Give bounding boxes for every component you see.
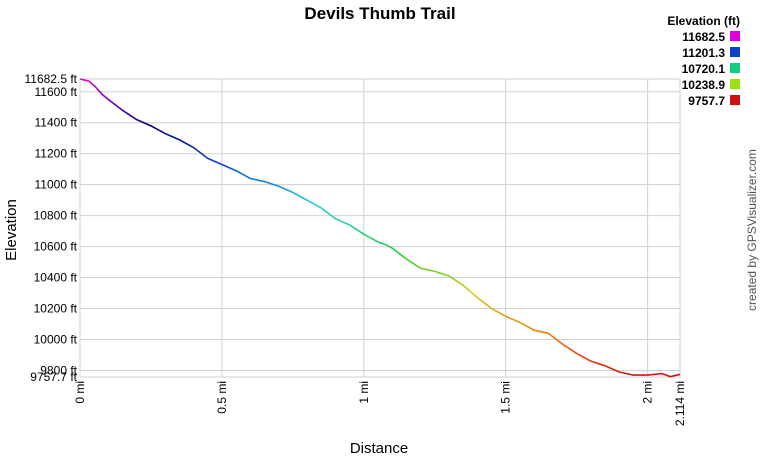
legend-swatch [730, 31, 740, 41]
x-tick-label: 2.114 mi [673, 381, 687, 426]
legend-value: 11201.3 [682, 46, 725, 60]
legend-value: 10720.1 [682, 62, 726, 76]
credit: created by GPSVisualizer.com [745, 149, 759, 311]
y-tick-label: 9800 ft [40, 363, 77, 377]
x-tick-label: 0 mi [73, 381, 87, 404]
y-axis-label: Elevation [3, 199, 20, 261]
legend-value: 10238.9 [682, 78, 726, 92]
legend-value: 11682.5 [682, 30, 725, 44]
legend-value: 9757.7 [688, 94, 725, 108]
legend-swatch [730, 63, 740, 73]
legend-swatch [730, 79, 740, 89]
legend-swatch [730, 95, 740, 105]
plot-frame [79, 78, 681, 378]
legend-swatch [730, 47, 740, 57]
y-tick-label: 11400 ft [35, 116, 78, 130]
x-tick-label: 0.5 mi [215, 381, 229, 414]
y-tick-label: 10600 ft [34, 240, 78, 254]
y-tick-label: 11682.5 ft [25, 72, 78, 86]
y-tick-label: 10200 ft [34, 302, 78, 316]
y-tick-label: 10000 ft [34, 332, 78, 346]
x-tick-label: 1.5 mi [499, 381, 513, 414]
y-tick-label: 9757.7 ft [30, 370, 77, 384]
y-tick-label: 10800 ft [34, 209, 78, 223]
y-tick-label: 11200 ft [35, 147, 78, 161]
y-tick-label: 11000 ft [35, 178, 78, 192]
y-tick-label: 10400 ft [34, 271, 78, 285]
x-tick-label: 2 mi [641, 381, 655, 404]
y-tick-label: 11600 ft [35, 85, 78, 99]
elevation-line [79, 78, 681, 378]
x-axis-label: Distance [350, 440, 408, 457]
legend-title: Elevation (ft) [667, 14, 740, 28]
x-tick-label: 1 mi [357, 381, 371, 404]
chart-title: Devils Thumb Trail [304, 4, 455, 23]
